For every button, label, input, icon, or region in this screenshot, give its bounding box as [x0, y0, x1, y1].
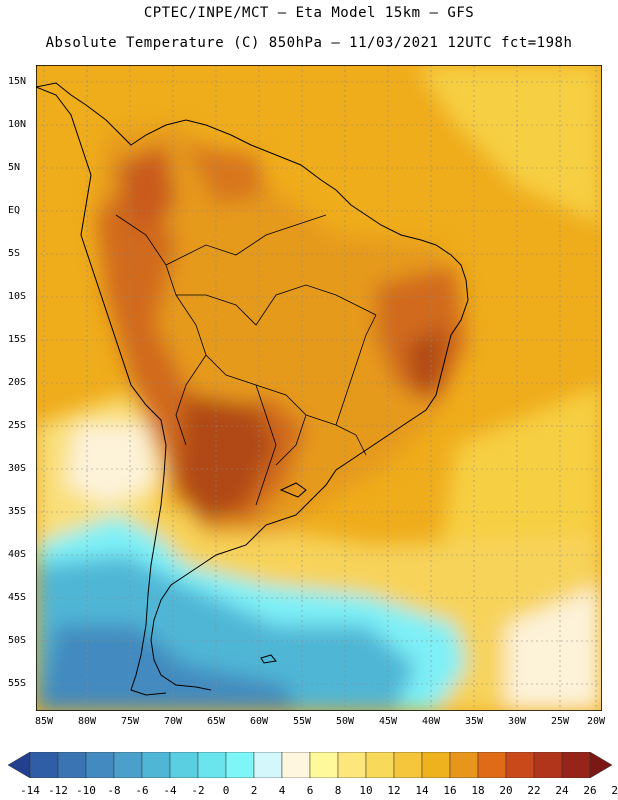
lon-label: 20W	[586, 716, 606, 727]
colorbar-tick-label: -2	[191, 784, 205, 797]
lat-label: 50S	[8, 635, 27, 646]
lat-label: 55S	[8, 678, 27, 689]
colorbar-cell	[449, 752, 479, 778]
lon-label: 45W	[378, 716, 398, 727]
lat-label: 5N	[8, 162, 21, 173]
lat-label: 20S	[8, 377, 27, 388]
graticule	[36, 65, 602, 711]
colorbar-tick-label: 24	[555, 784, 569, 797]
lat-label: 45S	[8, 592, 27, 603]
colorbar-cell	[561, 752, 591, 778]
lat-label: 15S	[8, 334, 27, 345]
colorbar-tick-label: 10	[359, 784, 373, 797]
lon-label: 40W	[421, 716, 441, 727]
colorbar-tick-label: -12	[48, 784, 68, 797]
lat-label: 40S	[8, 549, 27, 560]
colorbar-cell	[85, 752, 115, 778]
colorbar-tick-label: 16	[443, 784, 457, 797]
lat-label: 35S	[8, 506, 27, 517]
lon-label: 75W	[120, 716, 140, 727]
temperature-fields	[36, 65, 602, 711]
colorbar-tick-label: 0	[222, 784, 230, 797]
colorbar-cell	[533, 752, 563, 778]
lat-label: 10S	[8, 291, 27, 302]
coastlines	[36, 82, 469, 696]
lat-label: 25S	[8, 420, 27, 431]
lon-label: 50W	[335, 716, 355, 727]
lon-label: 60W	[249, 716, 269, 727]
lat-label: 10N	[8, 119, 27, 130]
lat-label: 5S	[8, 248, 21, 259]
colorbar-cell	[169, 752, 199, 778]
lon-label: 25W	[550, 716, 570, 727]
colorbar-tick-label: 28	[611, 784, 618, 797]
colorbar-tick-label: -4	[163, 784, 177, 797]
lon-label: 65W	[206, 716, 226, 727]
lon-label: 35W	[464, 716, 484, 727]
colorbar-tick-label: 8	[334, 784, 342, 797]
colorbar-cell	[365, 752, 395, 778]
colorbar-tick-label: 18	[471, 784, 485, 797]
colorbar-tick-label: -8	[107, 784, 121, 797]
colorbar-tick-label: 4	[278, 784, 286, 797]
lat-label: EQ	[8, 205, 21, 216]
colorbar-tick-label: 26	[583, 784, 597, 797]
colorbar-min-arrow	[8, 752, 31, 778]
lon-label: 80W	[77, 716, 97, 727]
temperature-map	[36, 65, 602, 711]
colorbar-cell	[477, 752, 507, 778]
colorbar-cell	[57, 752, 87, 778]
lon-label: 85W	[34, 716, 54, 727]
colorbar-cell	[225, 752, 255, 778]
colorbar-tick-label: 22	[527, 784, 541, 797]
colorbar-cell	[281, 752, 311, 778]
lon-label: 55W	[292, 716, 312, 727]
colorbar-tick-label: -10	[76, 784, 96, 797]
colorbar-tick-label: 2	[250, 784, 258, 797]
colorbar-cell	[337, 752, 367, 778]
colorbar-cell	[113, 752, 143, 778]
map-subtitle: Absolute Temperature (C) 850hPa – 11/03/…	[45, 35, 573, 51]
colorbar-max-arrow	[589, 752, 612, 778]
colorbar-tick-label: -14	[20, 784, 40, 797]
colorbar-tick-label: 12	[387, 784, 401, 797]
colorbar-tick-label: 6	[306, 784, 314, 797]
country-borders	[115, 214, 377, 506]
colorbar-cell	[309, 752, 339, 778]
colorbar	[8, 752, 612, 778]
colorbar-cell	[421, 752, 451, 778]
colorbar-cell	[141, 752, 171, 778]
colorbar-tick-label: 14	[415, 784, 429, 797]
lon-label: 70W	[163, 716, 183, 727]
map-title: CPTEC/INPE/MCT – Eta Model 15km – GFS	[143, 5, 475, 21]
lon-label: 30W	[507, 716, 527, 727]
colorbar-cell	[505, 752, 535, 778]
lat-label: 30S	[8, 463, 27, 474]
colorbar-cell	[393, 752, 423, 778]
colorbar-tick-label: 20	[499, 784, 513, 797]
lat-label: 15N	[8, 76, 27, 87]
colorbar-cell	[29, 752, 59, 778]
colorbar-cell	[253, 752, 283, 778]
colorbar-tick-label: -6	[135, 784, 149, 797]
colorbar-cell	[197, 752, 227, 778]
